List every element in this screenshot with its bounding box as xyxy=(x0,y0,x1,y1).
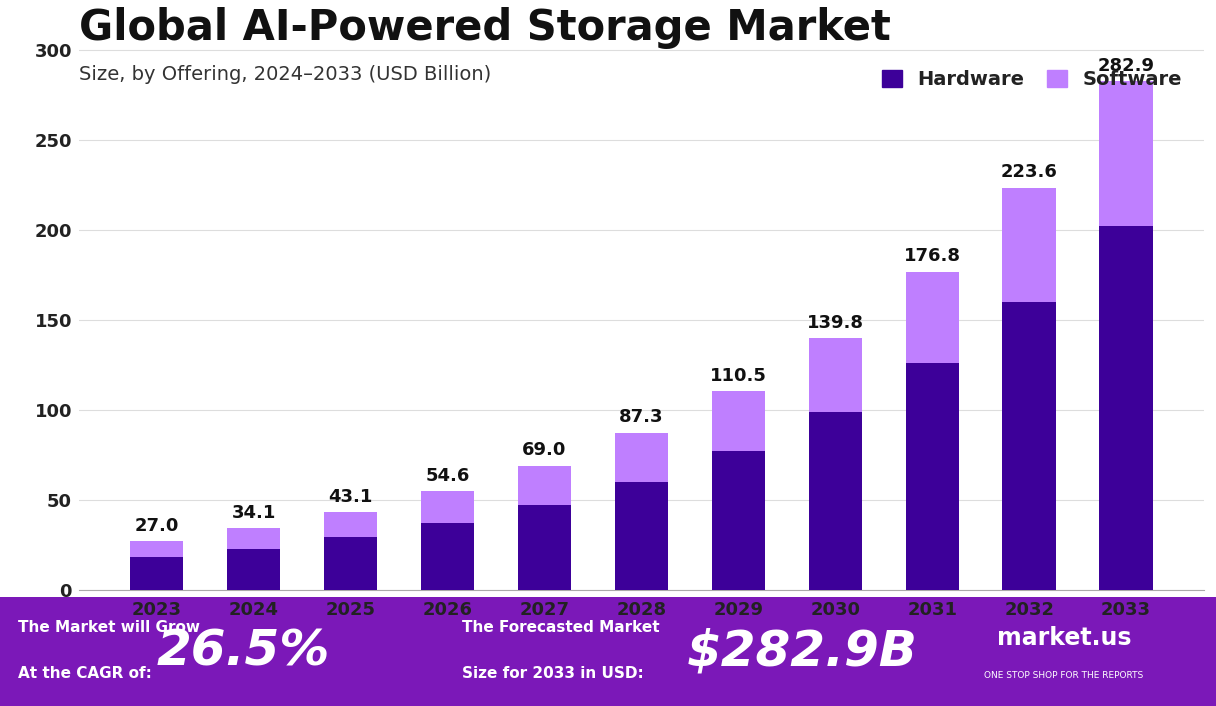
Bar xyxy=(809,338,862,412)
Text: 27.0: 27.0 xyxy=(135,517,179,534)
Text: 34.1: 34.1 xyxy=(231,504,276,522)
Bar xyxy=(906,363,959,590)
Text: At the CAGR of:: At the CAGR of: xyxy=(18,666,152,681)
Bar xyxy=(906,272,959,363)
Bar xyxy=(711,391,765,451)
Bar xyxy=(809,412,862,590)
Text: 87.3: 87.3 xyxy=(619,408,664,426)
Bar xyxy=(421,523,474,590)
Bar xyxy=(1099,227,1153,590)
Bar xyxy=(518,465,572,505)
Text: 54.6: 54.6 xyxy=(426,467,469,485)
Bar xyxy=(1002,188,1055,302)
Text: $282.9B: $282.9B xyxy=(687,628,918,675)
Legend: Hardware, Software: Hardware, Software xyxy=(882,70,1182,89)
Text: 282.9: 282.9 xyxy=(1098,56,1154,75)
Text: The Market will Grow: The Market will Grow xyxy=(18,620,201,635)
Bar xyxy=(1002,302,1055,590)
Bar xyxy=(711,451,765,590)
Text: 223.6: 223.6 xyxy=(1001,163,1058,181)
Bar xyxy=(615,433,668,481)
Text: 26.5%: 26.5% xyxy=(157,628,330,675)
Bar xyxy=(227,528,281,549)
Bar xyxy=(1099,81,1153,227)
Bar xyxy=(421,491,474,523)
Text: ONE STOP SHOP FOR THE REPORTS: ONE STOP SHOP FOR THE REPORTS xyxy=(985,671,1143,680)
Text: Size, by Offering, 2024–2033 (USD Billion): Size, by Offering, 2024–2033 (USD Billio… xyxy=(79,65,491,83)
Text: 110.5: 110.5 xyxy=(710,366,767,385)
Text: 69.0: 69.0 xyxy=(523,441,567,459)
Bar xyxy=(323,512,377,537)
Text: market.us: market.us xyxy=(997,626,1131,650)
Text: Global AI-Powered Storage Market: Global AI-Powered Storage Market xyxy=(79,7,891,49)
Text: 139.8: 139.8 xyxy=(806,314,863,332)
Bar xyxy=(227,549,281,590)
Bar xyxy=(518,505,572,590)
Text: 43.1: 43.1 xyxy=(328,488,373,505)
Text: The Forecasted Market: The Forecasted Market xyxy=(462,620,660,635)
Bar xyxy=(130,557,184,590)
Bar xyxy=(323,537,377,590)
Bar xyxy=(130,541,184,557)
Text: 176.8: 176.8 xyxy=(903,248,961,265)
Text: Size for 2033 in USD:: Size for 2033 in USD: xyxy=(462,666,643,681)
Bar xyxy=(615,481,668,590)
